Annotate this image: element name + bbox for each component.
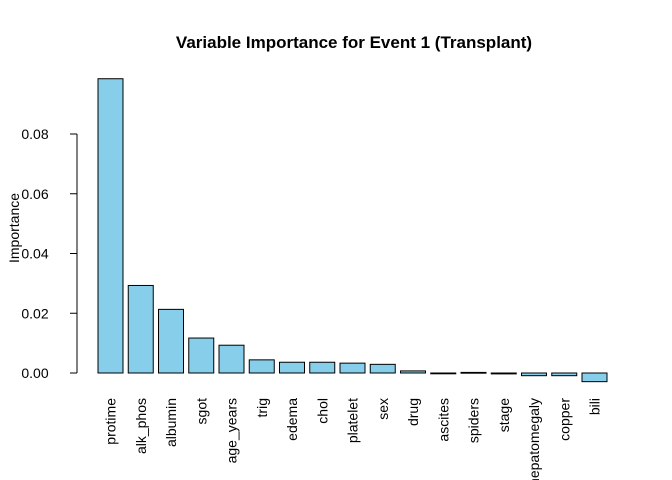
category-label: spiders bbox=[466, 398, 482, 443]
bar-sex bbox=[369, 363, 396, 374]
bar-spiders bbox=[460, 371, 487, 374]
category-label: sgot bbox=[193, 398, 209, 425]
category-label: ascites bbox=[435, 398, 451, 442]
category-label: trig bbox=[254, 398, 270, 417]
bars bbox=[97, 78, 608, 383]
y-axis: 0.00 0.02 0.04 0.06 0.08 bbox=[21, 126, 78, 381]
y-tick-label: 0.02 bbox=[21, 305, 48, 321]
bar-hepatomegaly bbox=[521, 372, 547, 377]
y-tick-label: 0.08 bbox=[21, 126, 48, 142]
category-label: alk_phos bbox=[133, 398, 149, 454]
category-label: bili bbox=[587, 398, 603, 415]
category-label: age_years bbox=[224, 398, 240, 463]
category-labels: protime alk_phos albumin sgot age_years trig e… bbox=[103, 398, 603, 480]
bar-stage bbox=[490, 372, 517, 375]
bar-copper bbox=[551, 372, 578, 377]
bar-chol bbox=[309, 361, 336, 374]
bar-age-years bbox=[218, 344, 245, 374]
chart-title: Variable Importance for Event 1 (Transpl… bbox=[176, 33, 532, 52]
category-label: hepatomegaly bbox=[526, 398, 542, 480]
bar-ascites bbox=[430, 372, 457, 375]
category-label: protime bbox=[103, 398, 119, 445]
category-label: edema bbox=[284, 398, 300, 441]
y-tick-label: 0.04 bbox=[21, 246, 48, 262]
bar-alk-phos bbox=[127, 284, 154, 374]
bar-trig bbox=[248, 359, 275, 374]
category-label: platelet bbox=[345, 398, 361, 443]
y-axis-label: Importance bbox=[6, 193, 22, 263]
bar-drug bbox=[400, 370, 426, 374]
bar-protime bbox=[97, 78, 124, 374]
bar-sgot bbox=[188, 337, 215, 374]
category-label: sex bbox=[375, 398, 391, 420]
category-label: albumin bbox=[163, 398, 179, 447]
y-tick-label: 0.00 bbox=[21, 365, 48, 381]
category-label: chol bbox=[314, 398, 330, 424]
category-label: copper bbox=[556, 398, 572, 441]
y-tick-label: 0.06 bbox=[21, 186, 48, 202]
category-label: stage bbox=[496, 398, 512, 432]
bar-albumin bbox=[158, 308, 184, 374]
bar-platelet bbox=[339, 362, 366, 374]
category-label: drug bbox=[405, 398, 421, 426]
bar-bili bbox=[581, 372, 608, 383]
bar-edema bbox=[279, 361, 305, 374]
